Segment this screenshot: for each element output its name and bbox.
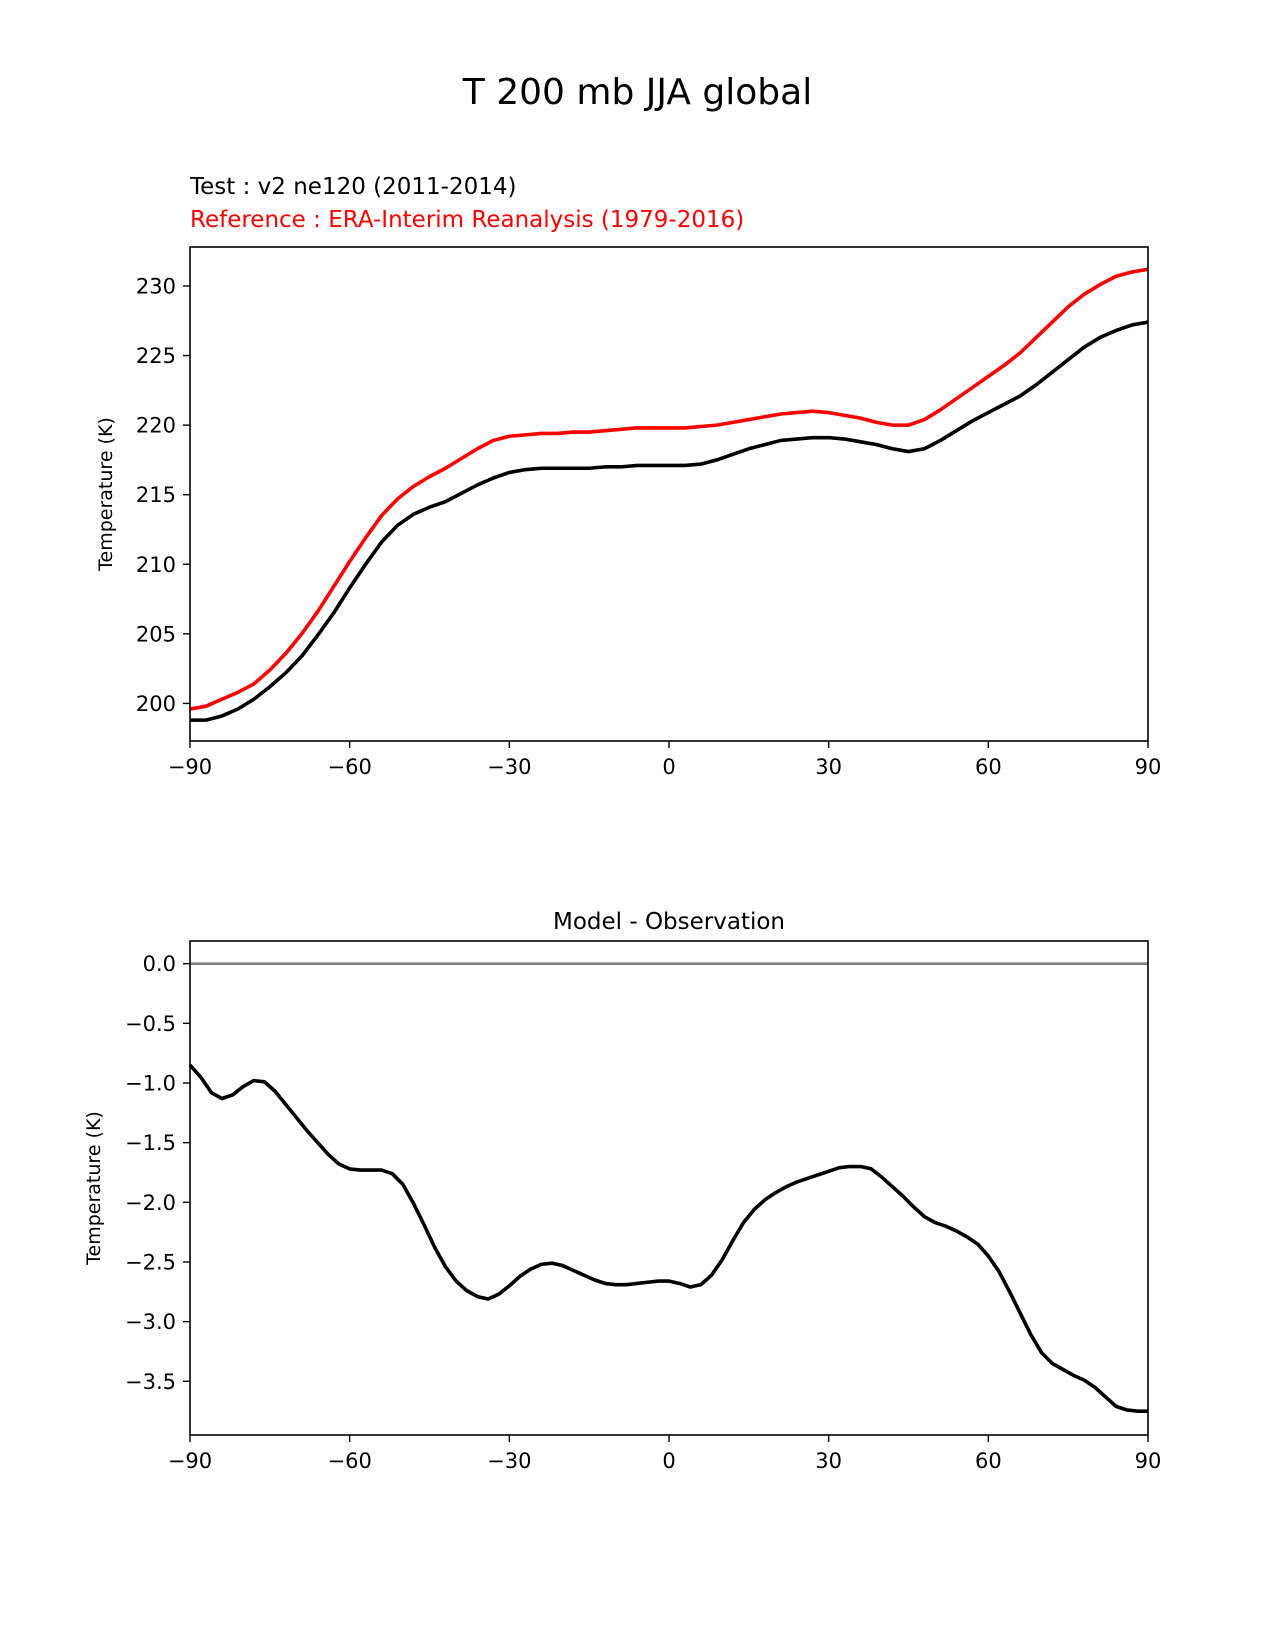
- top-y-tick-label: 205: [136, 622, 176, 646]
- bottom-y-tick-label: −1.5: [125, 1131, 176, 1155]
- top-x-tick-label: 30: [815, 755, 842, 779]
- bottom-y-axis-label: Temperature (K): [83, 1111, 105, 1266]
- top-y-tick-label: 215: [136, 483, 176, 507]
- top-series-line-test: [190, 320, 1149, 722]
- top-x-tick-label: 90: [1135, 755, 1162, 779]
- bottom-x-tick-label: 60: [975, 1449, 1002, 1473]
- top-x-tick-label: −90: [168, 755, 212, 779]
- top-y-tick-label: 220: [136, 414, 176, 438]
- test-label: Test : v2 ne120 (2011-2014): [190, 174, 517, 200]
- bottom-x-tick-label: −60: [328, 1449, 372, 1473]
- top-series-line-reference: [189, 267, 1149, 711]
- top-x-tick-label: −30: [487, 755, 531, 779]
- bottom-y-tick-label: 0.0: [143, 952, 176, 976]
- bottom-y-tick-label: −1.0: [125, 1071, 176, 1095]
- bottom-series-line-difference: [188, 1063, 1148, 1413]
- bottom-axes-frame: [189, 940, 1149, 1436]
- figure-title: T 200 mb JJA global: [462, 72, 813, 113]
- bottom-axes-title: Model - Observation: [553, 909, 785, 935]
- bottom-x-tick-label: 0: [662, 1449, 675, 1473]
- top-x-tick-label: 60: [975, 755, 1002, 779]
- bottom-y-tick-label: −0.5: [125, 1012, 176, 1036]
- top-y-tick-label: 225: [136, 344, 176, 368]
- bottom-x-tick-label: 90: [1135, 1449, 1162, 1473]
- top-x-tick-label: −60: [328, 755, 372, 779]
- bottom-x-tick-label: −90: [168, 1449, 212, 1473]
- top-y-tick-label: 230: [136, 274, 176, 298]
- bottom-y-tick-label: −2.0: [125, 1191, 176, 1215]
- bottom-y-tick-label: −3.0: [125, 1310, 176, 1334]
- top-axes-frame: [189, 246, 1149, 742]
- top-y-axis-label: Temperature (K): [95, 417, 117, 572]
- bottom-x-tick-label: 30: [815, 1449, 842, 1473]
- bottom-x-tick-label: −30: [487, 1449, 531, 1473]
- top-x-tick-label: 0: [662, 755, 675, 779]
- top-y-tick-label: 210: [136, 553, 176, 577]
- bottom-y-tick-label: −3.5: [125, 1370, 176, 1394]
- reference-label: Reference : ERA-Interim Reanalysis (1979…: [190, 207, 745, 233]
- bottom-y-tick-label: −2.5: [125, 1250, 176, 1274]
- top-y-tick-label: 200: [136, 692, 176, 716]
